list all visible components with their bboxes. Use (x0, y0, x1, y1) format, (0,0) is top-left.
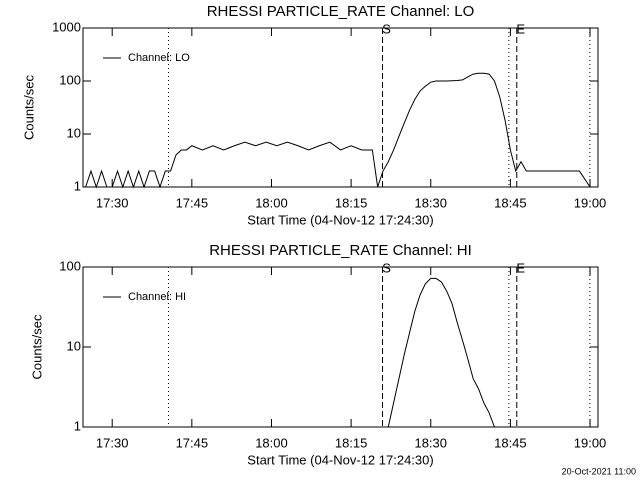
event-label: S (382, 21, 391, 36)
event-label: S (382, 260, 391, 275)
x-tick-label: 18:30 (414, 435, 447, 450)
x-axis-label: Start Time (04-Nov-12 17:24:30) (247, 452, 433, 467)
chart-title: RHESSI PARTICLE_RATE Channel: HI (209, 242, 472, 259)
x-tick-label: 17:45 (176, 195, 209, 210)
y-tick-label: 100 (59, 258, 81, 273)
legend-label: Channel: HI (128, 291, 186, 303)
legend-label: Channel: LO (128, 52, 190, 64)
event-label: E (516, 21, 525, 36)
x-tick-label: 18:00 (255, 435, 288, 450)
y-tick-label: 100 (59, 72, 81, 87)
x-tick-label: 17:30 (96, 435, 129, 450)
y-axis-label: Counts/sec (21, 74, 36, 140)
x-tick-label: 18:45 (494, 435, 527, 450)
x-tick-label: 18:30 (414, 195, 447, 210)
x-tick-label: 17:45 (176, 435, 209, 450)
x-tick-label: 18:15 (335, 195, 368, 210)
y-axis-label: Counts/sec (29, 314, 44, 380)
y-tick-label: 10 (67, 125, 81, 140)
footer: 20-Oct-2021 11:00 (562, 466, 636, 476)
series-line (85, 72, 591, 189)
y-tick-label: 10 (67, 338, 81, 353)
x-tick-label: 18:15 (335, 435, 368, 450)
x-tick-label: 17:30 (96, 195, 129, 210)
series-line (387, 277, 495, 428)
x-tick-label: 18:45 (494, 195, 527, 210)
event-label: E (516, 260, 525, 275)
y-tick-label: 1 (74, 418, 81, 433)
chart-title: RHESSI PARTICLE_RATE Channel: LO (207, 3, 475, 20)
y-tick-label: 1000 (52, 19, 81, 34)
x-tick-label: 19:00 (574, 435, 607, 450)
y-tick-label: 1 (74, 178, 81, 193)
x-tick-label: 18:00 (255, 195, 288, 210)
x-tick-label: 19:00 (574, 195, 607, 210)
x-axis-label: Start Time (04-Nov-12 17:24:30) (247, 212, 433, 227)
plot-frame (82, 27, 599, 188)
